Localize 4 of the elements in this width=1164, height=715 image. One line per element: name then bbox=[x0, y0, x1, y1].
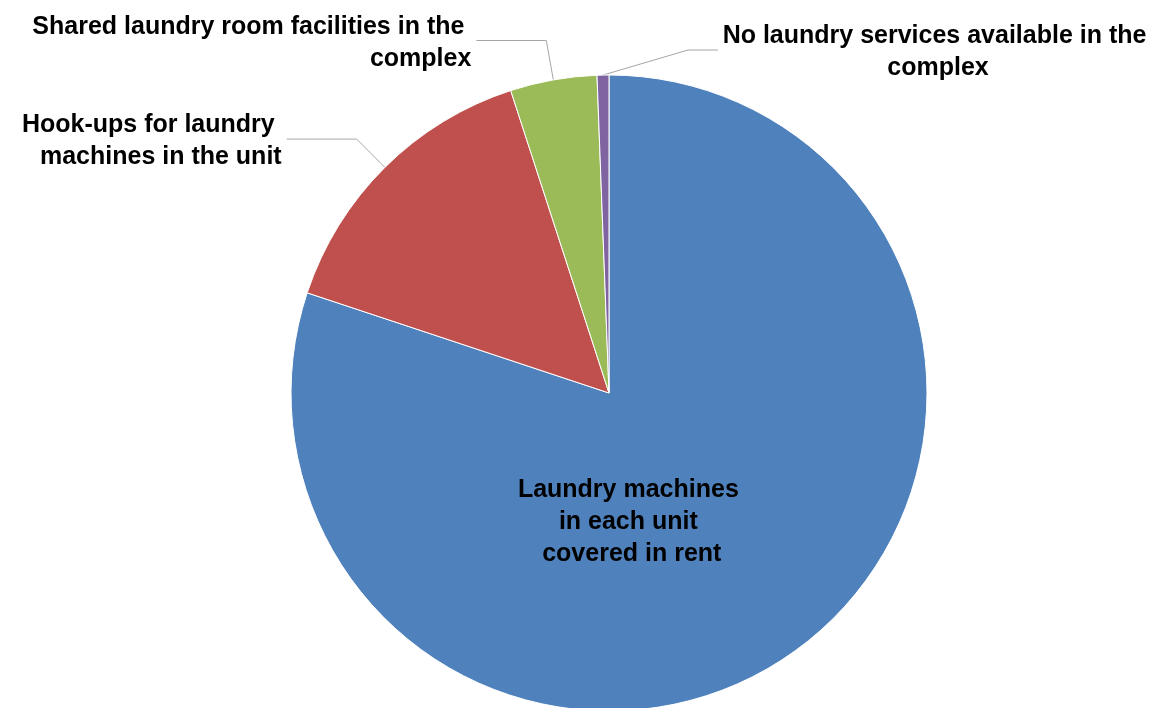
slice-label: Laundry machines in each unit covered in rent bbox=[517, 474, 746, 567]
slice-label: Shared laundry room facilities in the complex bbox=[32, 10, 472, 71]
slice-label: Hook-ups for laundry machines in the unit bbox=[21, 109, 283, 170]
slice-label: No laundry services available in the complex bbox=[722, 20, 1154, 80]
